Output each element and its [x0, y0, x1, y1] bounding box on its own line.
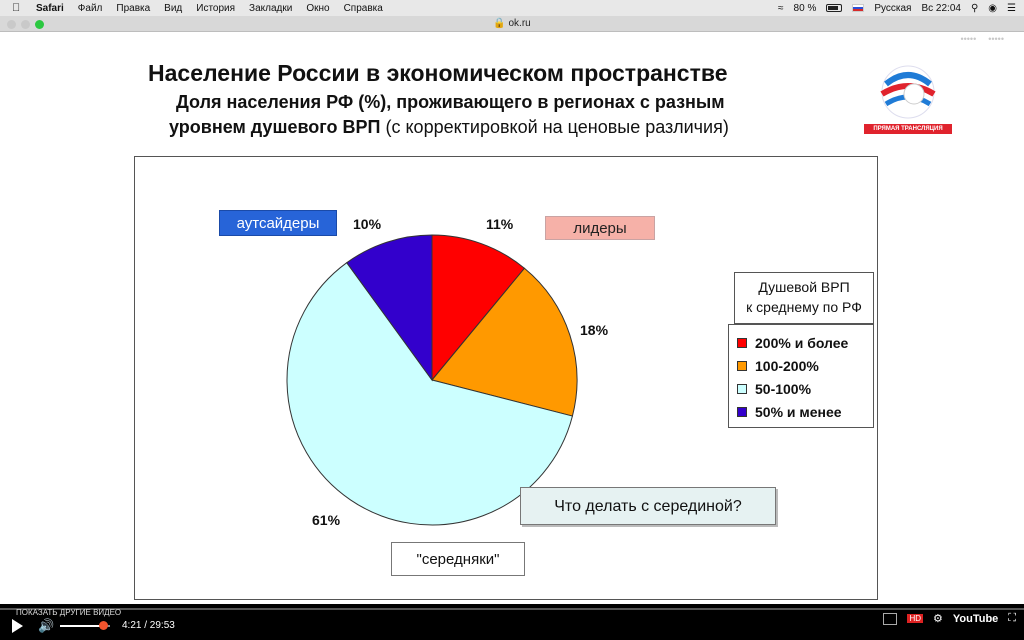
wifi-icon[interactable]: ≈ [778, 2, 784, 14]
slice-label-leaders: 11% [486, 216, 514, 232]
lock-icon: 🔒 [493, 18, 506, 29]
volume-level [60, 625, 103, 627]
hd-badge[interactable]: HD [907, 614, 923, 623]
search-icon[interactable]: ⚲ [970, 2, 979, 14]
progress-bar[interactable] [0, 608, 1024, 610]
menu-bookmarks[interactable]: Закладки [249, 2, 293, 14]
address-bar[interactable]: 🔒 ok.ru [380, 17, 644, 31]
fullscreen-window-button[interactable] [35, 20, 44, 29]
pie-slice-outsiders [346, 234, 433, 382]
legend-title-line-2: к среднему по РФ [746, 299, 862, 315]
subtitles-icon[interactable] [883, 612, 898, 625]
slide-subtitle-2-bold: уровнем душевого ВРП [169, 117, 381, 137]
menu-window[interactable]: Окно [306, 2, 330, 14]
middle-label: "середняки" [391, 542, 525, 576]
close-window-button[interactable] [7, 20, 16, 29]
overlay-link-1[interactable]: ••••• [960, 34, 977, 44]
siri-icon[interactable]: ◉ [988, 2, 998, 14]
outsiders-label: аутсайдеры [219, 210, 337, 236]
overlay-links: ••••• ••••• [960, 34, 1004, 44]
play-icon[interactable] [12, 619, 23, 633]
pie-slice-leaders [431, 234, 526, 382]
slice-label-rich: 18% [580, 322, 609, 338]
legend-label: 100-200% [755, 357, 819, 374]
player-right-controls: HD ⚙ YouTube ⛶ [883, 612, 1016, 625]
slice-label-middle: 61% [312, 512, 341, 528]
legend-swatch [737, 337, 747, 348]
url-text: ok.ru [508, 18, 531, 29]
menu-edit[interactable]: Правка [116, 2, 151, 14]
pie-slice-rich [431, 267, 578, 417]
slice-label-outsiders: 10% [353, 216, 382, 232]
overlay-link-2[interactable]: ••••• [988, 34, 1004, 44]
show-more-videos[interactable]: ПОКАЗАТЬ ДРУГИЕ ВИДЕО [16, 608, 122, 617]
slide-subtitle-1: Доля населения РФ (%), проживающего в ре… [176, 92, 725, 112]
flag-icon[interactable] [852, 4, 865, 12]
legend-swatch [737, 406, 747, 417]
battery-percent[interactable]: 80 % [793, 2, 817, 14]
menu-app-name[interactable]: Safari [36, 2, 64, 14]
slide-subtitle-2: уровнем душевого ВРП (с корректировкой н… [169, 117, 849, 138]
menu-bar:  Safari Файл Правка Вид История Закладк… [0, 0, 1024, 16]
legend-item: 200% и более [737, 331, 865, 354]
input-language[interactable]: Русская [874, 2, 912, 14]
volume-handle[interactable] [98, 621, 108, 630]
legend-item: 50% и менее [737, 400, 865, 423]
menu-extras: ≈ 80 % Русская Вс 22:04 ⚲ ◉ ☰ [778, 0, 1016, 16]
menu-view[interactable]: Вид [164, 2, 183, 14]
notification-center-icon[interactable]: ☰ [1007, 2, 1016, 14]
leaders-label: лидеры [545, 216, 655, 240]
minimize-window-button[interactable] [21, 20, 30, 29]
browser-toolbar: 🔒 ok.ru [0, 16, 1024, 32]
legend: 200% и более 100-200% 50-100% 50% и мене… [728, 324, 874, 428]
apple-icon[interactable]:  [12, 2, 28, 14]
slide-title: Население России в экономическом простра… [148, 60, 728, 86]
volume-icon[interactable]: 🔊 [38, 618, 55, 633]
legend-item: 50-100% [737, 377, 865, 400]
legend-label: 50-100% [755, 380, 812, 397]
fullscreen-icon[interactable]: ⛶ [1008, 612, 1016, 624]
pie-slice-middle [286, 261, 574, 526]
channel-logo [880, 65, 936, 119]
menu-file[interactable]: Файл [77, 2, 103, 14]
menu-help[interactable]: Справка [343, 2, 383, 14]
live-badge: ПРЯМАЯ ТРАНСЛЯЦИЯ [864, 124, 952, 134]
question-callout: Что делать с серединой? [520, 487, 776, 525]
legend-title: Душевой ВРП к среднему по РФ [734, 272, 874, 324]
legend-swatch [737, 360, 747, 371]
clock[interactable]: Вс 22:04 [921, 2, 961, 14]
player-controls [0, 604, 1024, 640]
menu-history[interactable]: История [196, 2, 236, 14]
battery-icon[interactable] [826, 4, 843, 12]
youtube-logo[interactable]: YouTube [952, 612, 999, 625]
legend-swatch [737, 383, 747, 394]
legend-label: 50% и менее [755, 403, 842, 420]
slide-subtitle-2-rest: (с корректировкой на ценовые различия) [380, 117, 729, 137]
legend-title-line-1: Душевой ВРП [758, 279, 850, 295]
settings-icon[interactable]: ⚙ [933, 613, 943, 625]
legend-item: 100-200% [737, 354, 865, 377]
time-display: 4:21 / 29:53 [122, 620, 175, 631]
legend-label: 200% и более [755, 334, 849, 351]
